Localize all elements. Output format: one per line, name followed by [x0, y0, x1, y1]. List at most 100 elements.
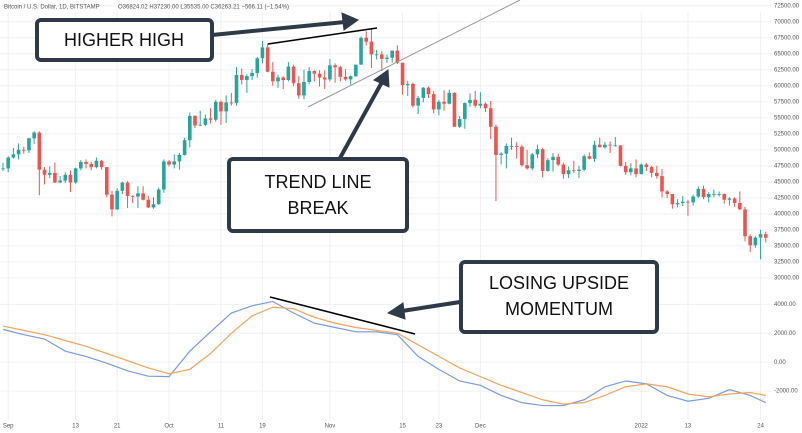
candle-body — [546, 160, 550, 171]
momentum-line — [269, 296, 416, 335]
candle-body — [395, 50, 400, 63]
x-tick-label: 21 — [114, 424, 121, 430]
candle-body — [592, 144, 597, 159]
candle-body — [644, 164, 649, 168]
candle-body — [322, 77, 327, 80]
candle-body — [156, 189, 161, 205]
candle-body — [58, 180, 62, 183]
candle-body — [613, 145, 618, 147]
y-tick-label: 57500.00 — [774, 99, 800, 105]
y-tick-label: 65000.00 — [774, 51, 800, 57]
candle-body — [691, 196, 695, 203]
x-tick-label: 13 — [685, 424, 692, 430]
candle-body — [136, 193, 140, 197]
candle-body — [670, 194, 675, 205]
candle-body — [281, 77, 286, 81]
candle-body — [504, 145, 509, 154]
candle-body — [291, 66, 296, 84]
grid — [0, 5, 772, 420]
candle-body — [499, 153, 503, 155]
candle-body — [286, 66, 291, 81]
candle-body — [146, 199, 151, 208]
candle-body — [213, 101, 218, 120]
candle-body — [416, 97, 420, 106]
candle-body — [468, 99, 472, 104]
y-tick-label: 2000.00 — [774, 331, 796, 337]
highs-line — [267, 27, 378, 45]
candle-body — [727, 198, 732, 200]
candle-body — [753, 237, 758, 246]
ohlc-legend: O36824.02 H37230.00 L35535.00 C36263.21 … — [118, 5, 289, 11]
candle-body — [452, 92, 457, 127]
y-tick-label: 47500.00 — [774, 163, 800, 169]
x-tick-label: Nov — [325, 424, 336, 430]
candle-body — [333, 65, 337, 68]
candle-body — [89, 163, 94, 168]
candle-body — [540, 149, 545, 171]
candle-body — [16, 149, 21, 155]
x-tick-label: 15 — [399, 424, 406, 430]
candle-body — [130, 195, 135, 197]
candle-body — [675, 202, 680, 205]
candle-body — [577, 169, 581, 171]
candle-body — [722, 194, 727, 200]
arrow — [401, 300, 461, 313]
x-tick-label: 13 — [72, 424, 79, 430]
trend-line — [307, 0, 521, 108]
candle-body — [411, 83, 415, 106]
candle-body — [748, 236, 753, 246]
indicator-line — [2, 306, 766, 405]
candle-body — [379, 54, 384, 59]
candle-body — [738, 202, 742, 210]
y-tick-label: 62500.00 — [774, 67, 800, 73]
candle-body — [260, 47, 265, 59]
candle-body — [520, 146, 524, 166]
candle-body — [437, 101, 441, 110]
candle-body — [608, 144, 612, 146]
candle-body — [307, 71, 311, 82]
y-tick-label: 45000.00 — [774, 179, 800, 185]
candle-body — [639, 164, 644, 175]
candle-body — [442, 101, 446, 104]
annotation-text: MOMENTUM — [505, 299, 613, 319]
arrowhead — [373, 69, 390, 88]
candle-body — [629, 168, 633, 173]
candle-body — [587, 156, 592, 159]
candle-body — [597, 144, 602, 148]
candle-body — [42, 169, 47, 175]
annotation-box — [227, 157, 409, 233]
candle-body — [364, 37, 369, 42]
y-tick-label: 4000.00 — [774, 302, 796, 308]
candle-body — [525, 165, 529, 169]
candle-body — [99, 160, 104, 168]
annotation-text: LOSING UPSIDE — [489, 273, 629, 293]
candle-body — [556, 156, 561, 165]
candle-body — [224, 102, 228, 112]
candle-body — [463, 103, 467, 120]
candle-body — [696, 188, 701, 197]
candle-body — [208, 118, 213, 120]
candle-body — [623, 165, 628, 173]
arrowhead — [341, 12, 360, 31]
x-tick-label: 11 — [218, 424, 225, 430]
candle-body — [63, 174, 68, 181]
candle-body — [312, 71, 317, 74]
annotation-text: BREAK — [287, 198, 348, 218]
candle-body — [561, 164, 566, 175]
candle-body — [94, 160, 99, 168]
candle-body — [245, 76, 249, 81]
candle-body — [110, 194, 114, 210]
candle-body — [151, 204, 156, 208]
candle-body — [32, 132, 36, 139]
candle-body — [431, 94, 436, 110]
candle-body — [421, 87, 426, 98]
candle-body — [763, 234, 768, 238]
candle-body — [125, 182, 130, 196]
candle-body — [271, 71, 275, 82]
candle-body — [447, 92, 452, 104]
y-tick-label: 67500.00 — [774, 35, 800, 41]
x-tick-label: 24 — [757, 424, 764, 430]
candle-body — [717, 194, 721, 195]
candle-body — [712, 194, 716, 195]
